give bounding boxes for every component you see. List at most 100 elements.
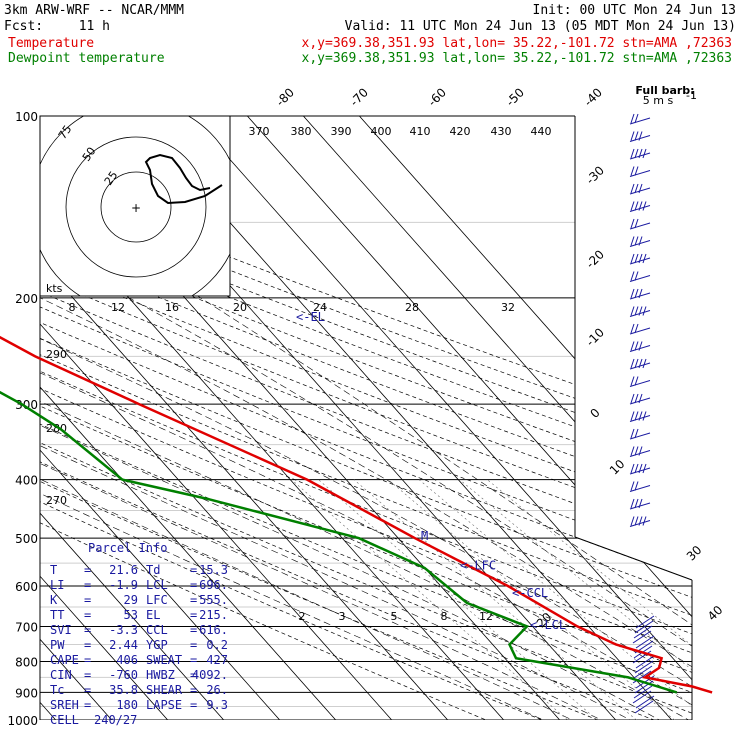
parcel-value: 2.44 (109, 638, 138, 652)
moist-adiabat--5 (40, 239, 600, 720)
dry-adiabat-330 (40, 116, 692, 720)
parcel-key: Tc (50, 683, 64, 697)
pressure-label-300: 300 (15, 398, 38, 412)
init-time: Init: 00 UTC Mon 24 Jun 13 (533, 3, 737, 18)
parcel-eq: = (84, 638, 91, 652)
moist-adiabat-10 (40, 239, 684, 720)
moist-adiabat-30 (40, 239, 692, 720)
parcel-eq: = (190, 623, 197, 637)
parcel-row: SVI = -3.3 CCL = 616. (50, 623, 228, 637)
parcel-value: 4092. (192, 668, 228, 682)
wind-barb-18 (629, 411, 651, 422)
temperature-location: x,y=369.38,351.93 lat,lon= 35.22,-101.72… (302, 36, 732, 51)
moist-adiabat-5 (40, 239, 656, 720)
mixing-top-label-24: 24 (313, 301, 327, 314)
mixing-bottom-label-12: 12 (479, 610, 493, 623)
dewpoint-location: x,y=369.38,351.93 lat,lon= 35.22,-101.72… (302, 51, 732, 66)
parcel-value: -3.3 (109, 623, 138, 637)
full-barb-label: Full barb: (635, 84, 694, 97)
wind-barb-21 (629, 463, 651, 475)
parcel-value: 29 (124, 593, 138, 607)
parcel-eq: = (84, 578, 91, 592)
parcel-value: 0.2 (206, 638, 228, 652)
temperature-legend: Temperature (8, 36, 94, 51)
wind-barb-14 (629, 341, 651, 352)
isotherm-20 (166, 116, 692, 720)
dry-adiabat-370 (40, 116, 692, 720)
dewpoint-profile (0, 390, 678, 694)
isotherm--40 (40, 116, 404, 720)
hodo-center: + (131, 201, 141, 215)
full-barb-unit-exponent: -1 (686, 89, 697, 102)
sounding-profiles (0, 335, 713, 694)
wind-barb-17 (629, 393, 651, 405)
wind-barb-16 (629, 376, 651, 387)
mixing-bottom-label-3: 3 (339, 610, 346, 623)
mixing-ratio-2 (291, 479, 583, 720)
parcel-key: SREH (50, 698, 79, 712)
valid-time: Valid: 11 UTC Mon 24 Jun 13 (05 MDT Mon … (345, 19, 736, 34)
wind-barb-10 (629, 271, 651, 282)
parcel-eq: = (190, 653, 197, 667)
mixing-bottom-label-2: 2 (299, 610, 306, 623)
parcel-key: HWBZ (146, 668, 175, 682)
pressure-label-700: 700 (15, 620, 38, 634)
pressure-label-1000: 1000 (7, 714, 38, 728)
mixing-top-label-32: 32 (501, 301, 515, 314)
parcel-info-panel: Parcel Info T = 21.6 Td = 15.3LI = -1.9 LCL = 696.… (50, 541, 228, 727)
theta-e-label-270: 270 (46, 494, 67, 507)
parcel-value: 21.6 (109, 563, 138, 577)
temp-label--30: -30 (583, 163, 607, 187)
parcel-value: 555. (199, 593, 228, 607)
parcel-row: SREH = 180 LAPSE = 9.3 (50, 698, 228, 712)
pressure-label-500: 500 (15, 532, 38, 546)
right-border-skew (574, 536, 693, 581)
mixing-top-label-16: 16 (165, 301, 179, 314)
pressure-label-200: 200 (15, 292, 38, 306)
parcel-key: T (50, 563, 57, 577)
level-el: <-EL (296, 310, 325, 324)
parcel-value: 696. (199, 578, 228, 592)
temp-label--20: -20 (583, 247, 607, 271)
theta-label-440: 440 (531, 125, 552, 138)
parcel-info-title: Parcel Info (88, 541, 167, 555)
isotherm--30 (40, 116, 460, 720)
parcel-value: 9.3 (206, 698, 228, 712)
parcel-key: YGP (146, 638, 168, 652)
temp-label-10: 10 (607, 457, 628, 478)
parcel-key: SHEAR (146, 683, 183, 697)
wind-barb-12 (629, 306, 651, 317)
wind-barb-4 (629, 166, 651, 177)
isotherm--20 (40, 116, 516, 720)
dry-adiabat-410 (40, 116, 692, 720)
dry-adiabat-290 (40, 116, 692, 720)
parcel-value: 406 (116, 653, 138, 667)
parcel-eq: = (190, 608, 197, 622)
dry-adiabat-280 (40, 116, 688, 720)
dry-adiabat-340 (40, 116, 692, 720)
level-ccl: <-CCL (512, 586, 548, 600)
pressure-label-100: 100 (15, 110, 38, 124)
full-barb-unit: 5 m s (643, 94, 674, 107)
wind-barb-24 (629, 516, 651, 527)
moist-adiabat-15 (40, 239, 692, 720)
moist-adiabat-40 (105, 239, 692, 720)
parcel-row: Tc = 35.8 SHEAR = 26. (50, 683, 228, 697)
parcel-key: SWEAT (146, 653, 182, 667)
wind-barb-23 (629, 498, 651, 510)
theta-label-380: 380 (291, 125, 312, 138)
parcel-key: SVI (50, 623, 72, 637)
wind-barb-11 (629, 288, 651, 300)
wind-barb-19 (629, 428, 651, 440)
cell-value: 240/27 (94, 713, 137, 727)
wind-barb-7 (629, 218, 651, 230)
mixing-ratio-5 (353, 479, 652, 720)
parcel-value: 26. (206, 683, 228, 697)
parcel-eq: = (84, 698, 91, 712)
parcel-levels: <-EL <-LFC <-CCL <-LCL M (296, 310, 566, 632)
temp-label--60: -60 (425, 85, 449, 109)
wind-barb-22 (629, 481, 651, 492)
wind-barbs (629, 113, 655, 714)
